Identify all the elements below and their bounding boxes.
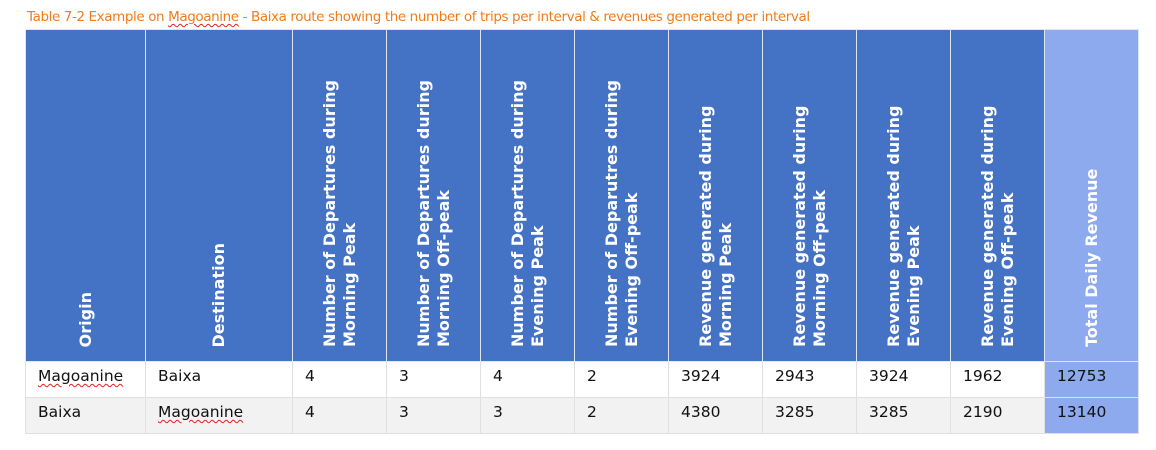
- table-cell: 4: [292, 397, 387, 434]
- table-cell: 3: [386, 361, 481, 398]
- table-cell: 4380: [668, 397, 763, 434]
- column-header-label: Number of Departures during Evening Peak: [507, 80, 547, 347]
- column-header: Number of Departures during Morning Peak: [292, 29, 387, 362]
- table-cell: Baixa: [25, 397, 146, 434]
- column-header: Revenue generated during Morning Off-pea…: [762, 29, 857, 362]
- cell-value: 4380: [681, 403, 721, 421]
- column-header: Revenue generated during Evening Off-pea…: [950, 29, 1045, 362]
- column-header-label: Number of Departures during Morning Peak: [319, 80, 359, 347]
- cell-value: Baixa: [158, 367, 202, 385]
- cell-value: 3285: [775, 403, 815, 421]
- column-header: Total Daily Revenue: [1044, 29, 1139, 362]
- cell-value: 3: [493, 403, 503, 421]
- caption-prefix: Table 7-2 Example on: [27, 9, 169, 25]
- column-header: Number of Departures during Evening Peak: [480, 29, 575, 362]
- column-header-label: Total Daily Revenue: [1081, 168, 1101, 347]
- column-header: Revenue generated during Morning Peak: [668, 29, 763, 362]
- column-header-label: Destination: [209, 242, 228, 348]
- column-header-label: Revenue generated during Evening Peak: [883, 105, 923, 347]
- table-cell: Baixa: [145, 361, 293, 398]
- column-header: Destination: [145, 29, 293, 362]
- table-caption: Table 7-2 Example on Magoanine - Baixa r…: [27, 9, 810, 25]
- table-cell: 4: [292, 361, 387, 398]
- table-cell: Magoanine: [25, 361, 146, 398]
- column-header-label: Revenue generated during Morning Peak: [695, 105, 735, 347]
- table-cell: 2: [574, 397, 669, 434]
- table-cell: 2190: [950, 397, 1045, 434]
- cell-value: 2190: [963, 403, 1003, 421]
- cell-value: Magoanine: [158, 403, 244, 421]
- cell-value: 12753: [1057, 367, 1107, 385]
- table-cell: 2: [574, 361, 669, 398]
- table-cell: 13140: [1044, 397, 1139, 434]
- table-cell: 1962: [950, 361, 1045, 398]
- cell-value: 13140: [1057, 403, 1107, 421]
- table-cell: 2943: [762, 361, 857, 398]
- column-header-label: Revenue generated during Evening Off-pea…: [977, 105, 1017, 347]
- cell-value: 3: [399, 403, 409, 421]
- column-header: Revenue generated during Evening Peak: [856, 29, 951, 362]
- header-row: Origin Destination Number of Departures du…: [25, 29, 1139, 362]
- table-cell: 3285: [856, 397, 951, 434]
- column-header: Number of Deparutres during Evening Off-…: [574, 29, 669, 362]
- cell-value: 2943: [775, 367, 815, 385]
- table-row: Baixa Magoanine 4 3 3 2 4380 3285 3285 2190 13140: [25, 397, 1139, 434]
- table-cell: Magoanine: [145, 397, 293, 434]
- table-cell: 3: [480, 397, 575, 434]
- cell-value: 3285: [869, 403, 909, 421]
- column-header-label: Revenue generated during Morning Off-pea…: [789, 105, 829, 347]
- cell-value: Baixa: [38, 403, 82, 421]
- cell-value: 2: [587, 403, 597, 421]
- cell-value: 3: [399, 367, 409, 385]
- table-row: Magoanine Baixa 4 3 4 2 3924 2943 3924 1962 12753: [25, 361, 1139, 398]
- cell-value: 3924: [681, 367, 721, 385]
- caption-suffix: - Baixa route showing the number of trip…: [238, 9, 811, 25]
- column-header-label: Number of Deparutres during Evening Off-…: [601, 80, 641, 347]
- column-header-label: Number of Departures during Morning Off-…: [413, 80, 453, 347]
- cell-value: 1962: [963, 367, 1003, 385]
- caption-route-name: Magoanine: [168, 9, 239, 25]
- cell-value: 4: [493, 367, 503, 385]
- table-cell: 3: [386, 397, 481, 434]
- table-cell: 3285: [762, 397, 857, 434]
- table-cell: 12753: [1044, 361, 1139, 398]
- column-header: Origin: [25, 29, 146, 362]
- table-cell: 4: [480, 361, 575, 398]
- cell-value: 2: [587, 367, 597, 385]
- column-header-label: Origin: [75, 291, 95, 347]
- cell-value: 4: [305, 403, 315, 421]
- table-cell: 3924: [668, 361, 763, 398]
- column-header: Number of Departures during Morning Off-…: [386, 29, 481, 362]
- cell-value: 4: [305, 367, 315, 385]
- table-cell: 3924: [856, 361, 951, 398]
- cell-value: Magoanine: [38, 367, 124, 385]
- trips-revenue-table: Origin Destination Number of Departures du…: [25, 29, 1139, 434]
- cell-value: 3924: [869, 367, 909, 385]
